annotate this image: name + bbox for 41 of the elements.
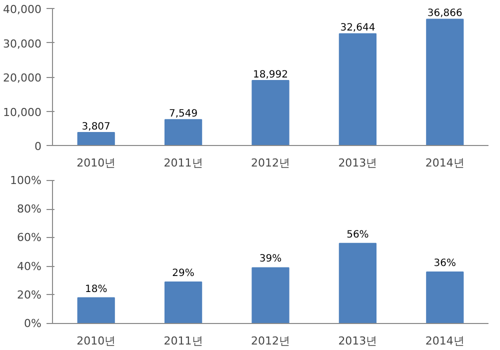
- bar: [77, 297, 115, 324]
- y-tick-label: 40,000: [3, 3, 42, 16]
- bar: [164, 282, 202, 324]
- bar: [77, 132, 115, 146]
- y-tick-label: 20,000: [3, 72, 42, 84]
- bar: [338, 33, 377, 146]
- y-tick-label: 20%: [17, 288, 42, 302]
- x-tick-label: 2011년: [164, 334, 203, 348]
- bar: [426, 18, 464, 146]
- x-tick-label: 2011년: [164, 156, 203, 170]
- data-label: 18,992: [253, 69, 288, 80]
- bar: [426, 272, 464, 324]
- data-label: 3,807: [82, 121, 110, 132]
- y-tick-label: 10,000: [3, 106, 42, 119]
- x-tick-label: 2010년: [76, 334, 116, 348]
- bar: [164, 119, 202, 146]
- y-tick-label: 0: [34, 140, 42, 153]
- data-label: 56%: [346, 229, 369, 240]
- y-tick-label: 30,000: [3, 37, 42, 50]
- data-label: 29%: [172, 268, 194, 280]
- x-tick-label: 2014년: [425, 156, 464, 170]
- x-tick-label: 2012년: [251, 334, 290, 348]
- x-tick-label: 2013년: [338, 156, 378, 170]
- data-label: 32,644: [340, 22, 376, 34]
- data-label: 7,549: [168, 108, 198, 120]
- x-tick-label: 2013년: [338, 334, 378, 348]
- data-label: 39%: [259, 254, 282, 265]
- y-tick-label: 60%: [17, 231, 42, 244]
- y-tick-label: 100%: [10, 174, 42, 187]
- bar: [252, 267, 290, 324]
- data-label: 36%: [434, 258, 456, 270]
- x-tick-label: 2014년: [425, 334, 464, 348]
- x-tick-label: 2012년: [251, 156, 290, 170]
- data-label: 18%: [84, 284, 108, 295]
- bar: [338, 242, 377, 324]
- y-tick-label: 0%: [24, 317, 42, 330]
- y-tick-label: 80%: [17, 202, 42, 216]
- y-tick-label: 40%: [17, 260, 42, 273]
- data-label: 36,866: [427, 8, 462, 20]
- x-tick-label: 2010년: [76, 156, 116, 170]
- bar: [252, 80, 290, 146]
